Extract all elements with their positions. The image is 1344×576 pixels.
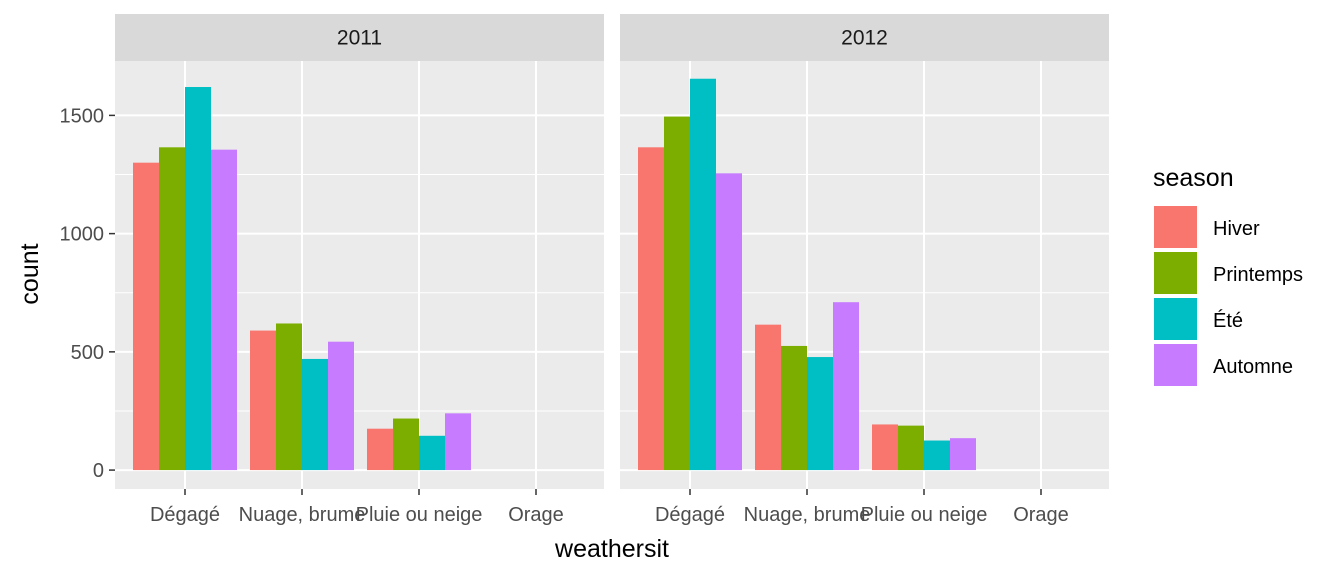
y-axis-title: count — [16, 243, 44, 304]
x-tick-label: Orage — [508, 504, 564, 526]
x-tick-label: Dégagé — [655, 504, 725, 526]
bar-2012-Automne-0 — [716, 173, 742, 471]
bar-2011-Été-2 — [419, 435, 445, 471]
x-tick-label: Pluie ou neige — [356, 504, 483, 526]
bar-2012-Printemps-2 — [898, 425, 924, 471]
bar-2012-Printemps-1 — [781, 345, 807, 471]
legend-label: Printemps — [1213, 264, 1303, 286]
facet-strip-label: 2011 — [337, 27, 382, 50]
legend-swatch — [1154, 344, 1197, 386]
bar-2012-Été-2 — [924, 440, 950, 471]
facet-strip-label: 2012 — [841, 27, 888, 50]
legend-item: Printemps — [1154, 252, 1303, 294]
x-tick-label: Orage — [1013, 504, 1069, 526]
x-tick-label: Pluie ou neige — [861, 504, 988, 526]
bar-2012-Hiver-0 — [638, 147, 664, 471]
y-axis: 0 500 1000 1500 — [60, 105, 115, 482]
legend-label: Hiver — [1213, 218, 1260, 240]
legend-title: season — [1153, 164, 1234, 192]
legend-label: Automne — [1213, 356, 1293, 378]
x-axis-title: weathersit — [554, 535, 669, 563]
facet-strip — [115, 14, 604, 61]
legend-label: Été — [1213, 309, 1243, 332]
x-tick-label: Dégagé — [150, 504, 220, 526]
bar-2011-Été-0 — [185, 87, 211, 471]
facet-strip — [620, 14, 1109, 61]
legend-items: Hiver Printemps Été Automne — [1154, 206, 1303, 386]
y-tick-label: 1000 — [60, 224, 105, 246]
bar-2011-Automne-2 — [445, 413, 471, 471]
bar-2011-Hiver-2 — [367, 428, 393, 471]
bar-2011-Printemps-2 — [393, 418, 419, 471]
x-tick-label: Nuage, brume — [744, 504, 871, 526]
bar-2011-Automne-1 — [328, 341, 354, 471]
bar-2012-Hiver-1 — [755, 324, 781, 471]
bar-2012-Hiver-2 — [872, 424, 898, 471]
legend-swatch — [1154, 206, 1197, 248]
legend-item: Été — [1154, 298, 1243, 340]
bar-2011-Automne-0 — [211, 149, 237, 471]
bar-2012-Été-0 — [690, 78, 716, 471]
legend-item: Automne — [1154, 344, 1293, 386]
bar-2011-Printemps-1 — [276, 323, 302, 471]
legend-swatch — [1154, 298, 1197, 340]
x-tick-label: Nuage, brume — [239, 504, 366, 526]
y-tick-label: 500 — [71, 342, 104, 364]
bar-2011-Hiver-0 — [133, 162, 159, 471]
bar-2011-Été-1 — [302, 358, 328, 471]
y-tick-label: 1500 — [60, 105, 105, 127]
legend-item: Hiver — [1154, 206, 1260, 248]
y-tick-label: 0 — [93, 460, 104, 482]
bar-2012-Automne-1 — [833, 302, 859, 471]
legend: season Hiver Printemps Été Automne — [1153, 164, 1303, 386]
bar-2011-Hiver-1 — [250, 330, 276, 471]
bar-2012-Printemps-0 — [664, 116, 690, 471]
legend-swatch — [1154, 252, 1197, 294]
bar-2012-Automne-2 — [950, 438, 976, 471]
bar-2012-Été-1 — [807, 357, 833, 471]
bar-2011-Printemps-0 — [159, 147, 185, 471]
